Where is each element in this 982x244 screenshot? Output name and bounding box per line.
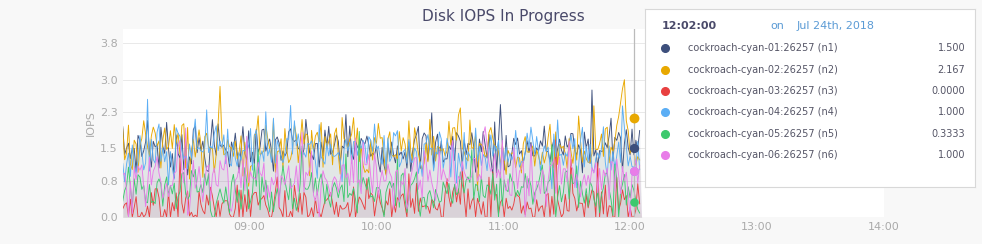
Point: [627, 146, 642, 150]
Point: [627, 169, 642, 173]
Text: 0.0000: 0.0000: [932, 86, 965, 96]
Text: 1.500: 1.500: [938, 43, 965, 53]
Text: cockroach-cyan-03:26257 (n3): cockroach-cyan-03:26257 (n3): [688, 86, 838, 96]
Text: 12:02:00: 12:02:00: [662, 21, 717, 31]
Title: Disk IOPS In Progress: Disk IOPS In Progress: [422, 9, 584, 24]
Text: 0.3333: 0.3333: [932, 129, 965, 139]
Text: cockroach-cyan-05:26257 (n5): cockroach-cyan-05:26257 (n5): [688, 129, 838, 139]
Point: [627, 116, 642, 120]
Text: 1.000: 1.000: [938, 107, 965, 117]
Text: on: on: [771, 21, 785, 31]
Y-axis label: IOPS: IOPS: [86, 110, 96, 136]
Text: cockroach-cyan-01:26257 (n1): cockroach-cyan-01:26257 (n1): [688, 43, 838, 53]
Text: cockroach-cyan-02:26257 (n2): cockroach-cyan-02:26257 (n2): [688, 64, 838, 74]
Text: Jul 24th, 2018: Jul 24th, 2018: [796, 21, 875, 31]
Text: cockroach-cyan-06:26257 (n6): cockroach-cyan-06:26257 (n6): [688, 150, 838, 160]
Point: [627, 169, 642, 173]
Text: 1.000: 1.000: [938, 150, 965, 160]
Text: cockroach-cyan-04:26257 (n4): cockroach-cyan-04:26257 (n4): [688, 107, 838, 117]
Text: 2.167: 2.167: [938, 64, 965, 74]
Point: [627, 200, 642, 204]
